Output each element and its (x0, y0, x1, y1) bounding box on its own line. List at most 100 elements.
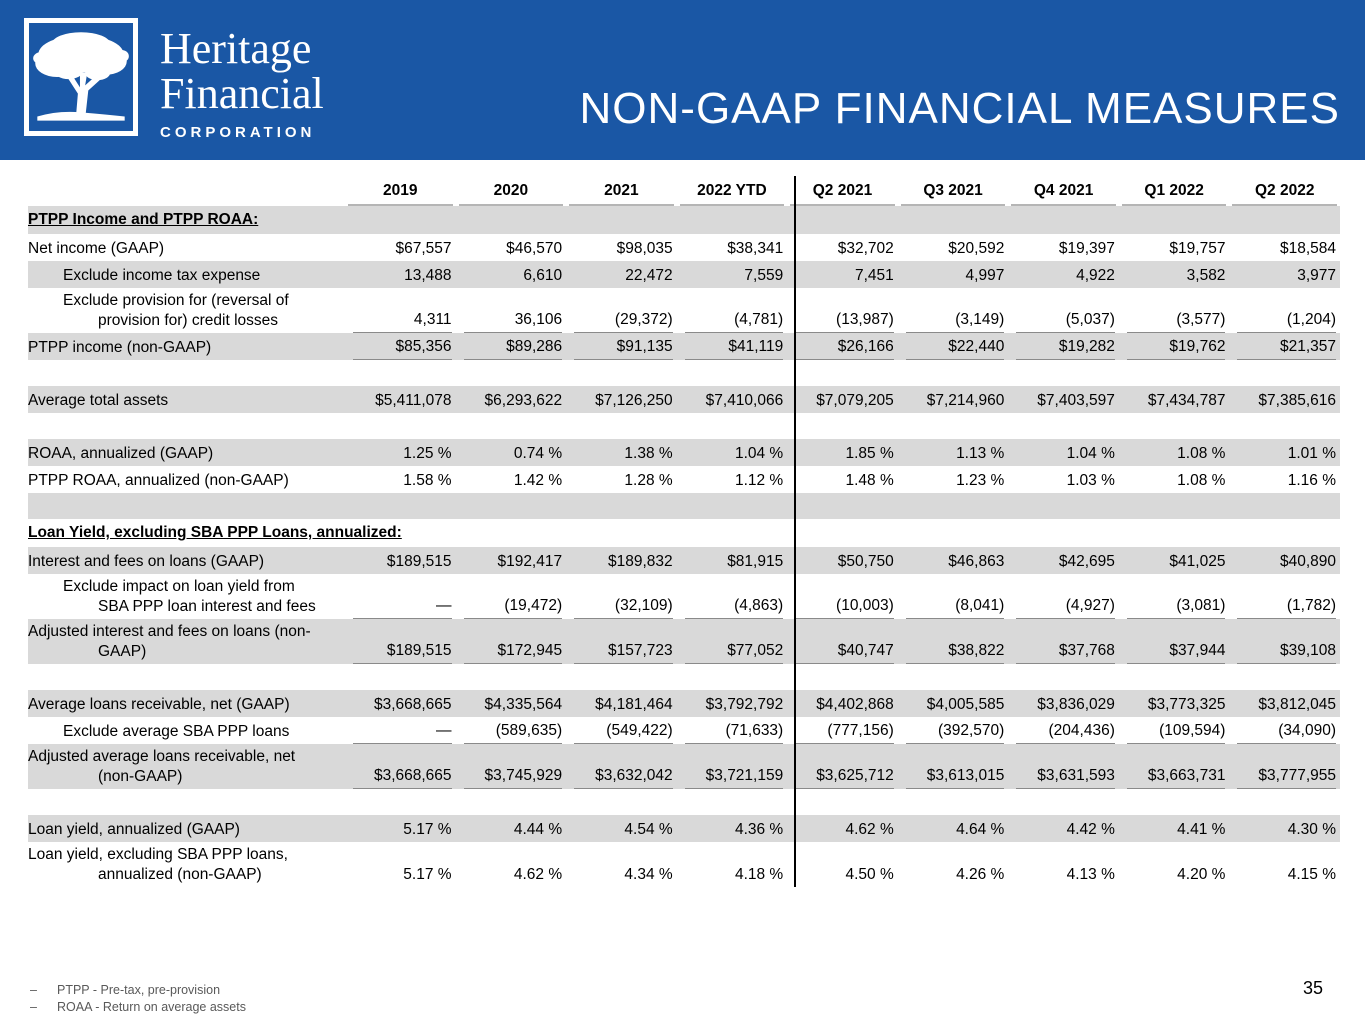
value-cell: $3,663,731 (1119, 744, 1230, 789)
cell-value: 1.28 % (624, 472, 673, 489)
value-cell: $3,632,042 (566, 744, 677, 789)
cell-value: (34,090) (1237, 722, 1336, 744)
value-cell: (5,037) (1008, 288, 1119, 333)
header-spacer (28, 176, 345, 206)
column-header-cell: Q1 2022 (1119, 176, 1230, 206)
cell-value: — (353, 722, 452, 744)
cell-value: 4.41 % (1177, 821, 1226, 838)
value-cell: $21,357 (1229, 333, 1340, 360)
value-cell: 4.20 % (1119, 842, 1230, 887)
cell-value: $91,135 (574, 338, 673, 360)
cell-value: (5,037) (1016, 311, 1115, 333)
cell-value: $3,745,929 (463, 767, 563, 789)
column-header-cell: 2021 (566, 176, 677, 206)
cell-value: (109,594) (1126, 722, 1226, 744)
cell-value: 36,106 (463, 311, 563, 333)
cell-value: 4.15 % (1287, 866, 1336, 883)
header-banner: Heritage Financial CORPORATION NON-GAAP … (0, 0, 1365, 160)
cell-value: (13,987) (795, 311, 894, 333)
table-row: Exclude average SBA PPP loans — (589,635) (… (28, 717, 1340, 744)
row-label-line: provision for) credit losses (98, 311, 279, 329)
value-cell: 1.38 % (566, 439, 677, 466)
value-cell: $19,757 (1119, 234, 1230, 261)
value-cell: 3,582 (1119, 261, 1230, 288)
value-cell: 5.17 % (345, 842, 456, 887)
cell-value: 1.12 % (734, 472, 784, 489)
cell-value: (589,635) (463, 722, 563, 744)
cell-value: 0.74 % (513, 445, 563, 462)
cell-value: $42,695 (1058, 553, 1115, 570)
value-cell: 4.42 % (1008, 815, 1119, 842)
value-cell: 6,610 (456, 261, 567, 288)
value-cell: $41,025 (1119, 547, 1230, 574)
cell-value: $41,119 (684, 338, 784, 360)
value-cell: $38,822 (898, 619, 1009, 664)
value-cell: $89,286 (456, 333, 567, 360)
value-cell: (71,633) (677, 717, 788, 744)
row-label-line: Loan yield, excluding SBA PPP loans, (28, 846, 288, 864)
value-cell: (13,987) (787, 288, 898, 333)
value-cell: (4,927) (1008, 574, 1119, 619)
row-label: ROAA, annualized (GAAP) (28, 444, 345, 466)
cell-value: $38,341 (727, 240, 784, 257)
column-header: 2020 (458, 182, 564, 206)
cell-value: $19,397 (1058, 240, 1115, 257)
cell-value: 4.26 % (956, 866, 1005, 883)
cell-value: 4.62 % (845, 821, 894, 838)
cell-value: 4.50 % (845, 866, 894, 883)
cell-value: $3,632,042 (574, 767, 673, 789)
cell-value: (1,204) (1237, 311, 1336, 333)
table-row: Loan Yield, excluding SBA PPP Loans, ann… (28, 519, 1340, 547)
cell-value: $3,613,015 (905, 767, 1005, 789)
cell-value: $18,584 (1279, 240, 1336, 257)
value-cell: 7,559 (677, 261, 788, 288)
value-cell: $4,005,585 (898, 690, 1009, 717)
value-cell: $3,836,029 (1008, 690, 1119, 717)
value-cell: $46,863 (898, 547, 1009, 574)
value-cell: $19,397 (1008, 234, 1119, 261)
value-cell: $81,915 (677, 547, 788, 574)
value-cell: 4.54 % (566, 815, 677, 842)
cell-value: $4,005,585 (926, 696, 1005, 713)
row-label: Loan yield, annualized (GAAP) (28, 820, 345, 842)
value-cell: (32,109) (566, 574, 677, 619)
column-header: Q1 2022 (1121, 182, 1227, 206)
cell-value: 6,610 (523, 267, 563, 284)
row-label: PTPP income (non-GAAP) (28, 338, 345, 360)
column-header: 2022 YTD (679, 182, 785, 206)
cell-value: 1.08 % (1177, 445, 1226, 462)
cell-value: $189,515 (353, 642, 452, 664)
value-cell: $7,385,616 (1229, 386, 1340, 413)
table-row: Adjusted average loans receivable, net (n… (28, 744, 1340, 789)
cell-value: $7,385,616 (1258, 392, 1336, 409)
value-cell: 1.04 % (677, 439, 788, 466)
cell-value: $7,410,066 (705, 392, 784, 409)
value-cell: $85,356 (345, 333, 456, 360)
cell-value: (204,436) (1016, 722, 1115, 744)
cell-value: $189,832 (608, 553, 673, 570)
cell-value: 5.17 % (403, 821, 452, 838)
cell-value: $19,757 (1169, 240, 1226, 257)
row-label-line: Loan yield, annualized (GAAP) (28, 820, 240, 838)
row-label-line: Exclude average SBA PPP loans (63, 722, 290, 740)
cell-value: $85,356 (353, 338, 452, 360)
cell-value: (19,472) (463, 597, 563, 619)
value-cell: 1.01 % (1229, 439, 1340, 466)
cell-value: $67,557 (395, 240, 452, 257)
cell-value: 5.17 % (403, 866, 452, 883)
value-cell: $3,745,929 (456, 744, 567, 789)
cell-value: $38,822 (905, 642, 1005, 664)
table-row: Adjusted interest and fees on loans (non… (28, 619, 1340, 664)
value-cell: (4,863) (677, 574, 788, 619)
column-header-cell: Q4 2021 (1008, 176, 1119, 206)
cell-value: $157,723 (574, 642, 673, 664)
value-cell: 1.04 % (1008, 439, 1119, 466)
value-cell: 4.44 % (456, 815, 567, 842)
table-row: PTPP Income and PTPP ROAA: (28, 206, 1340, 234)
header-spacer-box (31, 202, 342, 206)
cell-value: $22,440 (905, 338, 1005, 360)
page-number: 35 (1302, 978, 1323, 998)
cell-value: 4.44 % (513, 821, 563, 838)
column-divider (794, 176, 796, 887)
cell-value: $7,214,960 (926, 392, 1005, 409)
